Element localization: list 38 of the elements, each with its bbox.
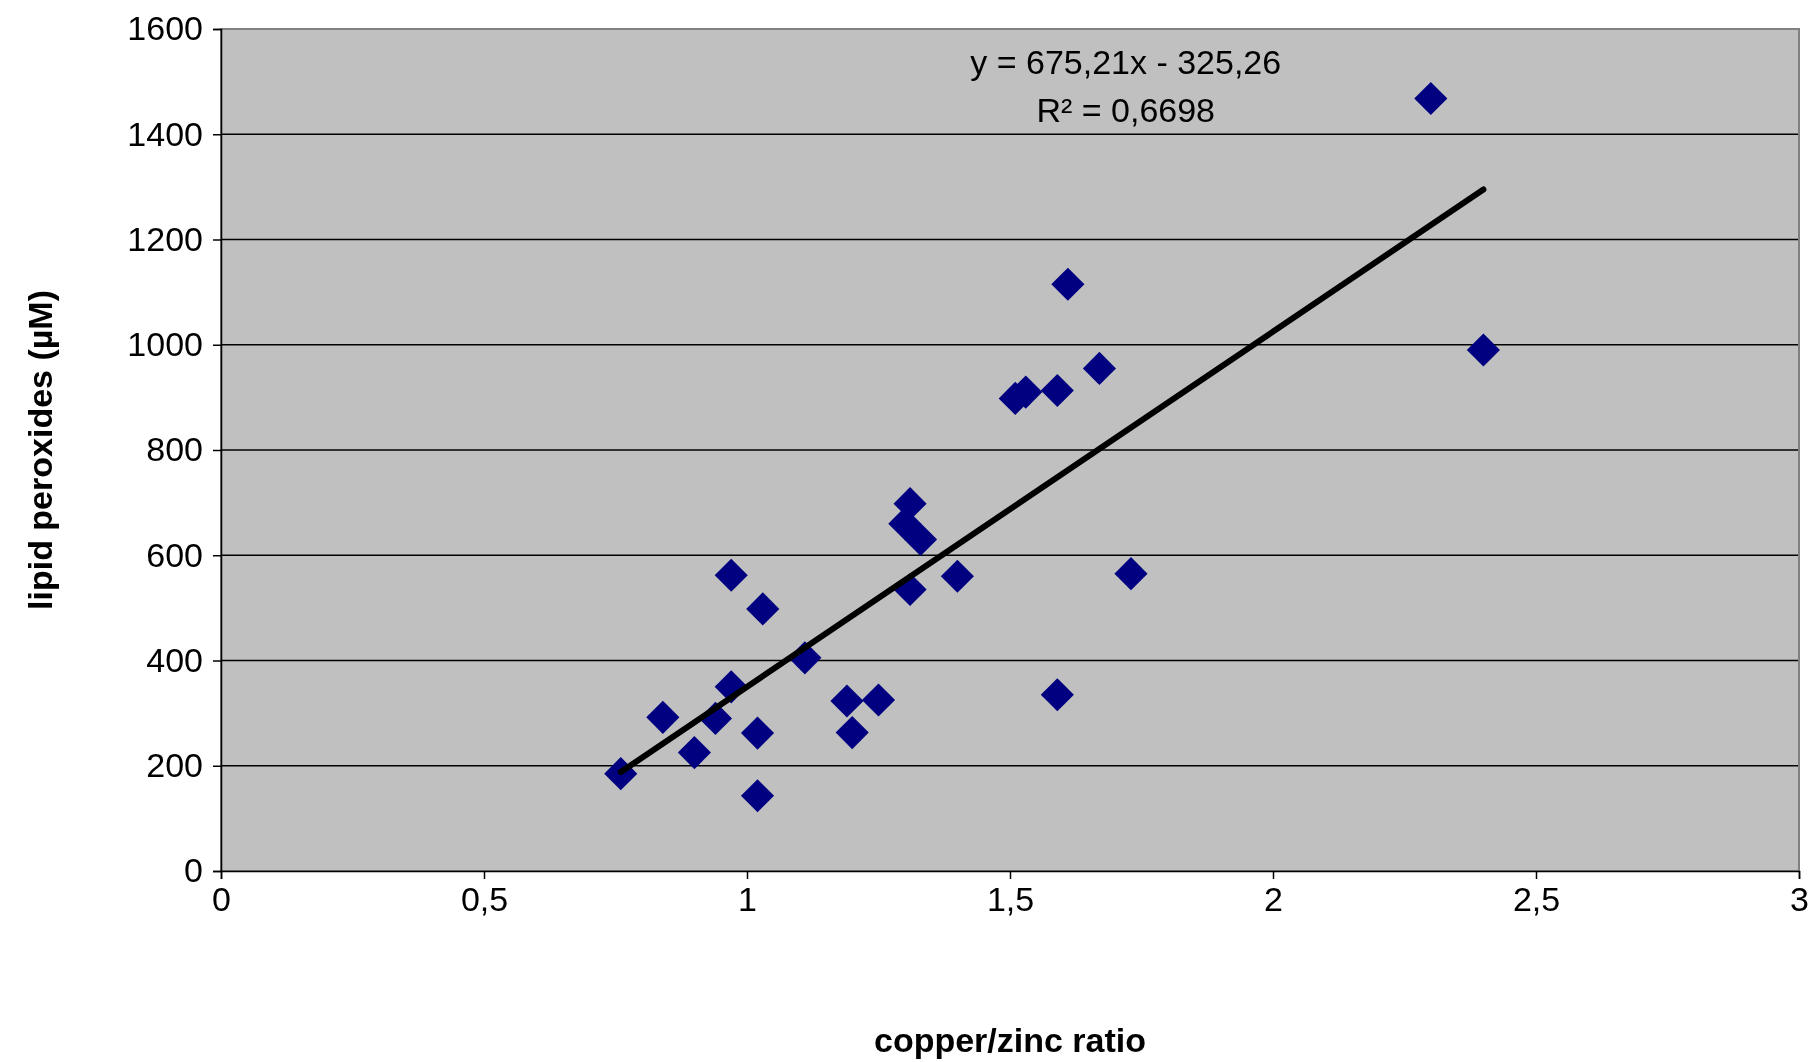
y-tick-label: 800	[146, 430, 203, 469]
point	[1082, 351, 1116, 385]
point	[1466, 333, 1500, 367]
x-tick-label: 0	[212, 880, 231, 919]
x-tick-label: 0,5	[460, 880, 509, 919]
y-tick-label: 1400	[127, 114, 203, 153]
y-tick-label: 1000	[127, 325, 203, 364]
point	[746, 592, 780, 626]
point	[1051, 267, 1085, 301]
point	[740, 716, 775, 750]
y-tick-label: 600	[146, 535, 203, 574]
point	[940, 559, 974, 593]
point	[1040, 678, 1074, 712]
y-tick-label: 1600	[127, 9, 203, 48]
x-tick-label: 2,5	[1512, 880, 1561, 919]
point	[714, 558, 748, 592]
point	[1040, 373, 1074, 408]
x-tick-label: 1,5	[986, 880, 1035, 919]
annotation: y = 675,21x - 325,26	[970, 43, 1282, 81]
point	[740, 779, 775, 813]
x-tick-label: 2	[1264, 880, 1283, 919]
y-tick-label: 200	[146, 746, 203, 785]
y-tick-label: 1200	[127, 219, 203, 258]
point	[835, 716, 869, 750]
point	[1114, 557, 1148, 591]
point	[677, 736, 711, 770]
point	[646, 700, 680, 734]
y-tick-label: 400	[146, 640, 203, 679]
y-axis-title: lipid peroxides (µM)	[21, 290, 59, 610]
x-axis-title: copper/zinc ratio	[873, 1021, 1147, 1059]
x-tick-label: 3	[1790, 880, 1809, 919]
y-tick-label: 0	[184, 851, 203, 890]
x-tick-label: 1	[738, 880, 757, 919]
point	[904, 522, 938, 557]
point	[861, 683, 896, 717]
point	[830, 684, 864, 718]
annotation: R² = 0,6698	[1036, 91, 1216, 129]
point	[1414, 81, 1448, 116]
